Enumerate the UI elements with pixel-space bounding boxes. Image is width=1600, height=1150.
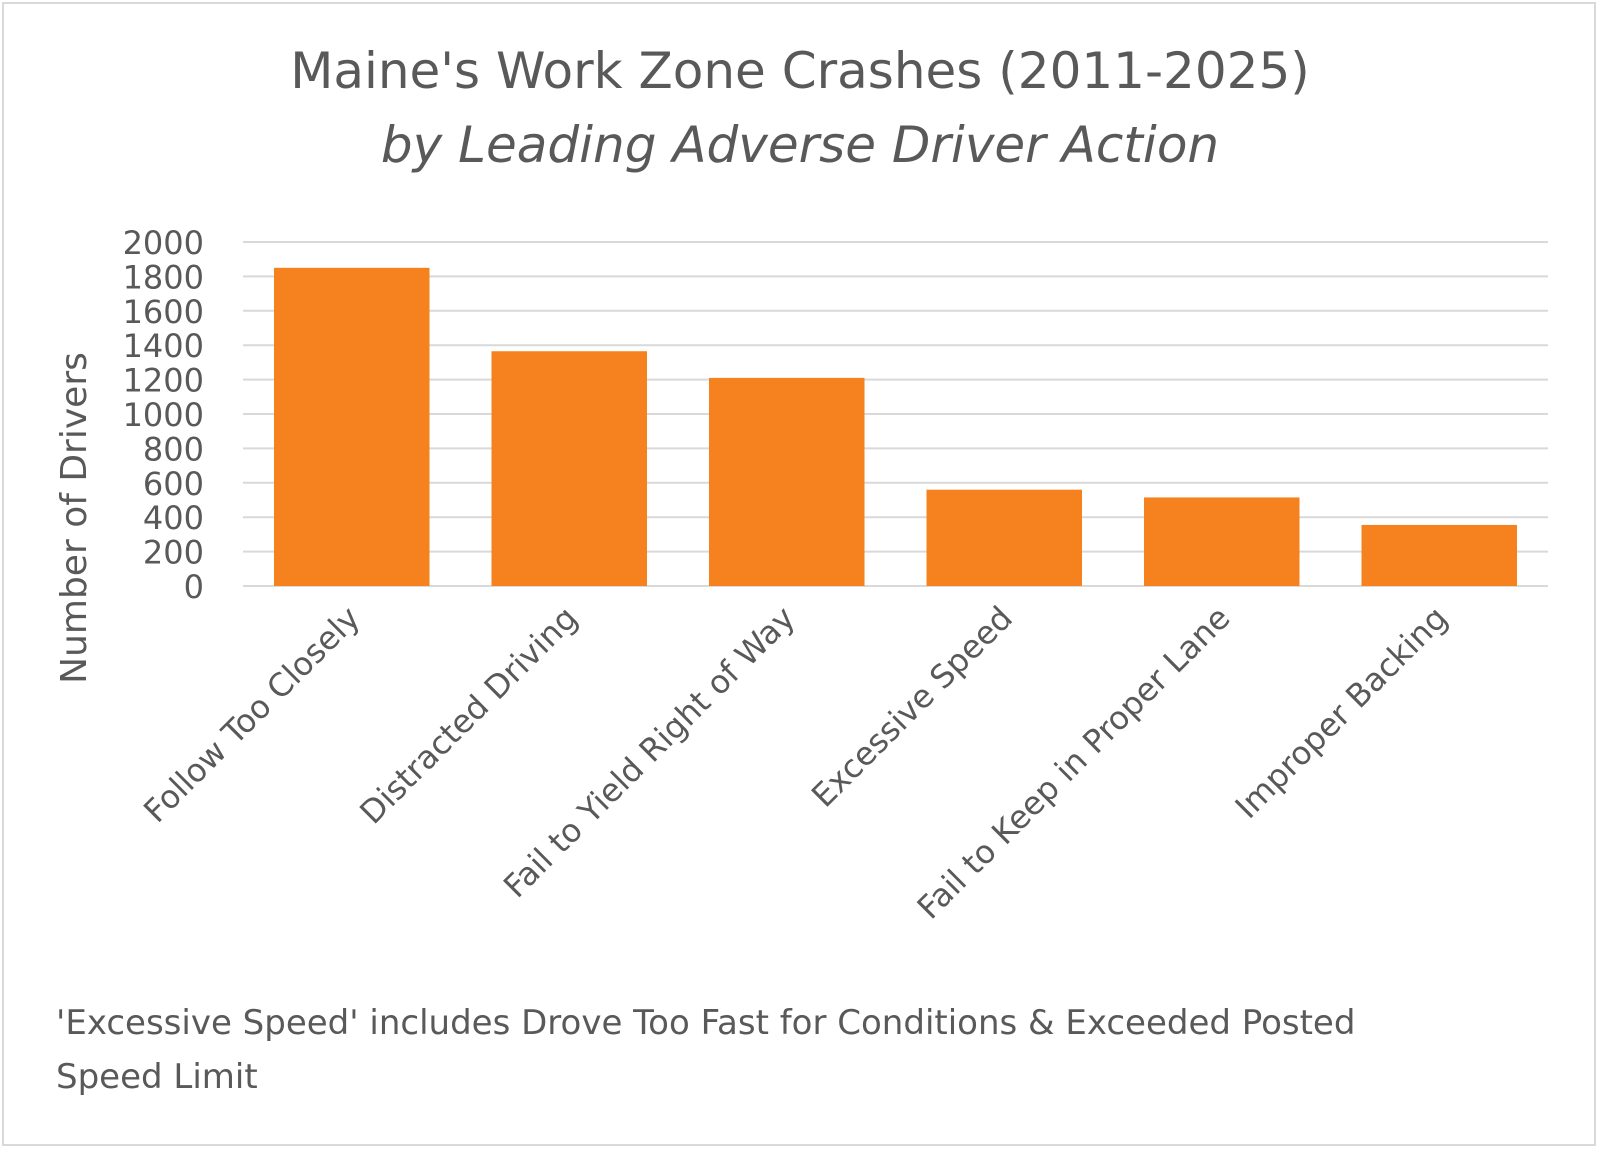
y-tick-label: 2000: [123, 224, 204, 262]
y-tick-label: 1600: [123, 293, 204, 331]
bar: [926, 489, 1083, 586]
footnote: 'Excessive Speed' includes Drove Too Fas…: [56, 1003, 1356, 1097]
bar: [273, 267, 430, 586]
x-tick-label: Follow Too Closely: [136, 599, 367, 830]
chart-subtitle: by Leading Adverse Driver Action: [380, 116, 1220, 174]
y-tick-label: 0: [184, 568, 204, 606]
gridlines: [243, 241, 1548, 587]
y-tick-label: 800: [143, 430, 204, 468]
bar: [1143, 497, 1300, 586]
y-tick-label: 1400: [123, 327, 204, 365]
y-tick-label: 400: [143, 499, 204, 537]
y-tick-label: 600: [143, 465, 204, 503]
y-tick-label: 200: [143, 534, 204, 572]
bars: [273, 267, 1518, 586]
bar: [491, 351, 648, 586]
y-tick-label: 1000: [123, 396, 204, 434]
x-tick-label: Excessive Speed: [804, 599, 1020, 815]
bar: [1361, 524, 1518, 586]
y-axis-label: Number of Drivers: [54, 352, 95, 684]
bar: [708, 377, 865, 586]
chart-title: Maine's Work Zone Crashes (2011-2025): [290, 42, 1310, 100]
y-tick-label: 1800: [123, 258, 204, 296]
y-tick-label: 1200: [123, 362, 204, 400]
x-tick-label: Distracted Driving: [352, 599, 585, 832]
x-tick-label: Improper Backing: [1228, 599, 1455, 826]
